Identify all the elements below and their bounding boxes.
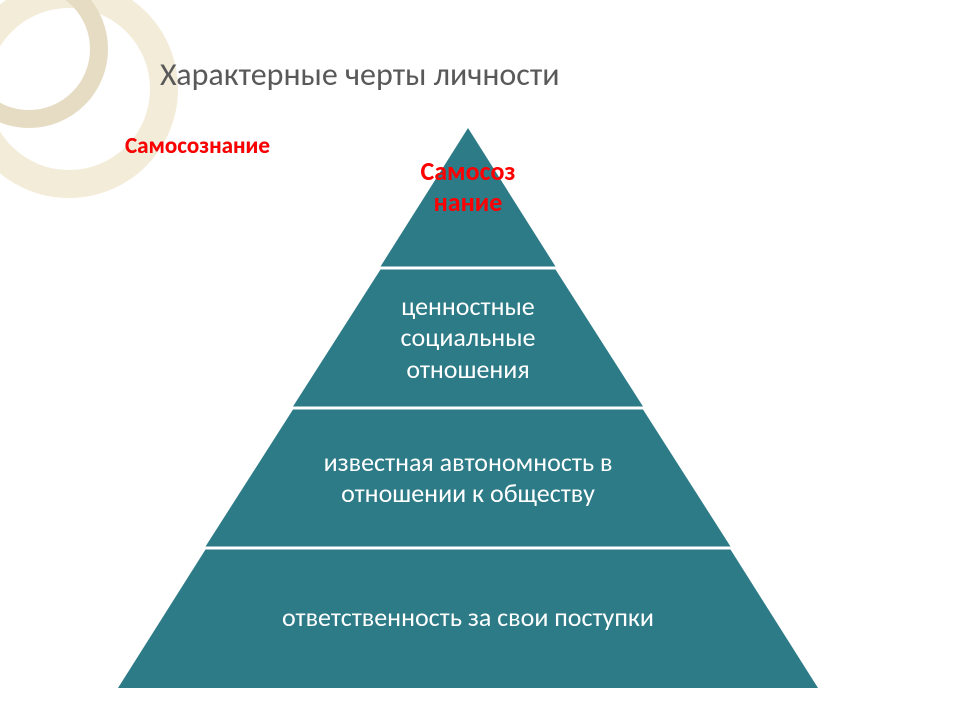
page-title: Характерные черты личности xyxy=(160,55,560,94)
pyramid-layer-0: Самосознание xyxy=(118,128,818,268)
pyramid: Самосознание ценностные социальные отноше… xyxy=(118,128,818,688)
pyramid-layer-label-3: ответственность за свои поступки xyxy=(118,602,818,633)
pyramid-layer-label-1: ценностные социальные отношения xyxy=(118,291,818,385)
pyramid-layer-label-0: Самосознание xyxy=(408,156,528,218)
pyramid-layer-1: ценностные социальные отношения xyxy=(118,268,818,408)
pyramid-layer-2: известная автономность в отношении к общ… xyxy=(118,408,818,548)
pyramid-layer-label-2: известная автономность в отношении к общ… xyxy=(118,447,818,509)
pyramid-layer-3: ответственность за свои поступки xyxy=(118,548,818,688)
